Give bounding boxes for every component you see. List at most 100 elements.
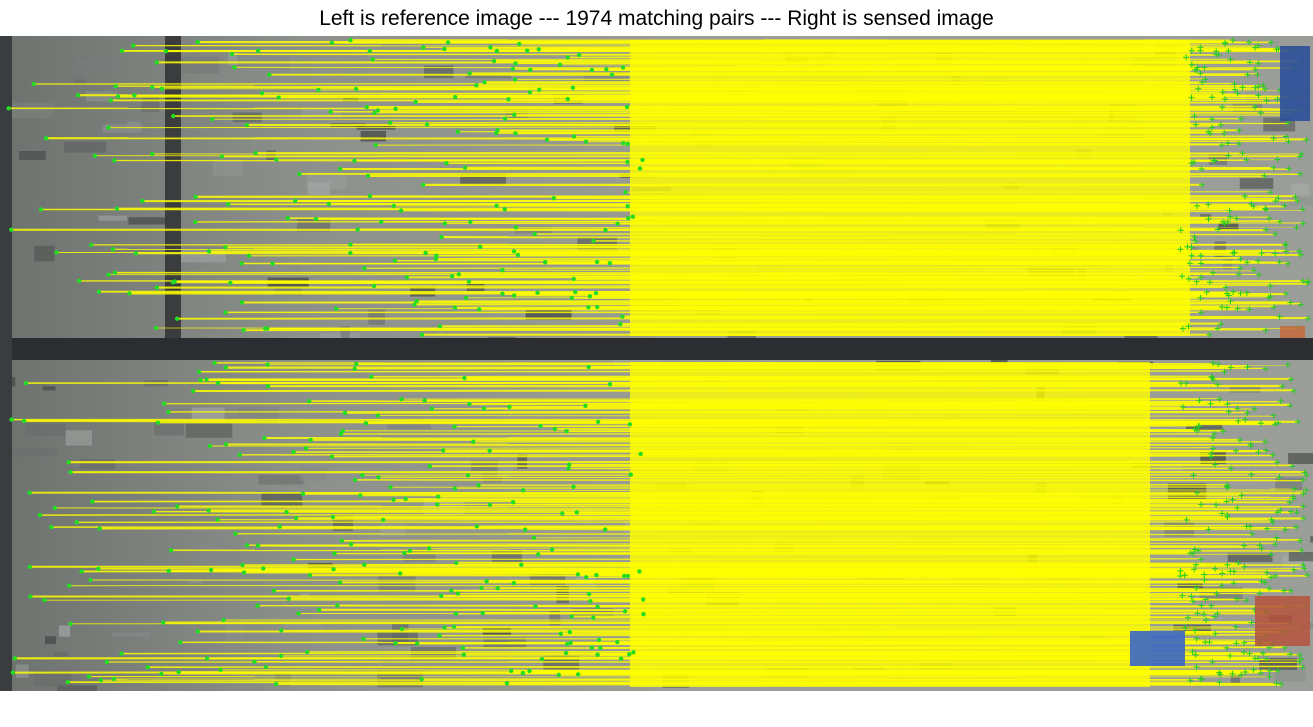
block	[380, 524, 407, 536]
sensed-marker	[1211, 430, 1218, 437]
sensed-marker	[1210, 157, 1217, 164]
sensed-marker	[1212, 565, 1218, 572]
sensed-marker	[1282, 526, 1289, 533]
reference-point	[512, 112, 517, 118]
reference-point	[535, 290, 540, 295]
reference-point	[607, 261, 613, 266]
sensed-marker	[1290, 566, 1297, 573]
reference-point	[376, 475, 381, 480]
sensed-marker	[1196, 422, 1202, 429]
reference-point	[352, 366, 357, 371]
sensed-marker	[1192, 627, 1199, 634]
reference-point	[453, 95, 458, 100]
reference-point	[543, 260, 548, 265]
block	[180, 56, 219, 74]
matching-figure	[0, 36, 1313, 691]
block	[258, 474, 304, 485]
reference-point	[583, 139, 589, 144]
sensed-marker	[1291, 485, 1298, 492]
sensed-marker	[1220, 428, 1227, 435]
sensed-marker	[1190, 472, 1197, 479]
reference-point	[108, 98, 114, 103]
sensed-marker	[1177, 573, 1184, 579]
reference-point	[513, 225, 519, 230]
reference-point	[452, 305, 458, 310]
sensed-marker	[1209, 269, 1216, 276]
sensed-marker	[1233, 595, 1240, 602]
sensed-marker	[1295, 418, 1301, 425]
reference-point	[456, 272, 461, 277]
sensed-marker	[1206, 639, 1213, 646]
reference-point	[520, 670, 526, 676]
reference-point	[413, 99, 418, 105]
sensed-marker	[1188, 61, 1195, 68]
reference-point	[560, 511, 565, 516]
sensed-marker	[1229, 670, 1236, 677]
sensed-marker	[1216, 669, 1223, 676]
block	[1291, 183, 1310, 196]
sensed-marker	[1177, 380, 1184, 387]
reference-point	[244, 543, 250, 548]
reference-point	[451, 624, 457, 629]
reference-point	[412, 302, 417, 307]
sensed-marker	[1208, 373, 1215, 380]
reference-point	[291, 557, 296, 562]
reference-point	[68, 470, 73, 475]
reference-point	[226, 202, 231, 207]
block	[25, 424, 66, 437]
sensed-marker	[1194, 610, 1201, 617]
reference-point	[527, 668, 532, 674]
sensed-marker	[1216, 396, 1223, 403]
reference-point	[467, 71, 472, 76]
sensed-marker	[1288, 376, 1295, 383]
sensed-marker	[1192, 121, 1199, 128]
sensed-marker	[1193, 584, 1200, 591]
reference-point	[502, 116, 508, 121]
sensed-marker	[1230, 580, 1237, 587]
sensed-marker	[1293, 509, 1300, 516]
reference-point	[293, 515, 299, 521]
reference-point	[223, 365, 228, 370]
reference-point	[37, 512, 43, 518]
block	[212, 159, 243, 176]
reference-point	[274, 157, 279, 162]
sensed-marker	[1290, 388, 1297, 394]
sensed-marker	[1289, 463, 1296, 470]
reference-point	[111, 676, 117, 682]
reference-point	[88, 577, 93, 583]
reference-point	[588, 599, 593, 604]
sensed-marker	[1285, 165, 1292, 172]
reference-point	[193, 194, 198, 199]
reference-point	[145, 665, 150, 670]
reference-point	[391, 497, 396, 502]
sensed-marker	[1219, 510, 1226, 517]
sensed-marker	[1266, 667, 1273, 674]
sensed-marker	[1255, 83, 1262, 90]
sensed-marker	[1231, 249, 1238, 256]
reference-point	[584, 575, 589, 580]
sensed-marker	[1222, 96, 1228, 103]
sensed-marker	[1249, 530, 1255, 537]
reference-point	[133, 251, 139, 256]
reference-point	[262, 435, 267, 441]
sensed-marker	[1222, 39, 1229, 46]
reference-point	[398, 208, 404, 213]
block	[1288, 197, 1313, 206]
reference-point	[115, 94, 121, 99]
sensed-marker	[1246, 59, 1253, 66]
sensed-marker	[1279, 383, 1286, 390]
sensed-marker	[1252, 655, 1258, 662]
sensed-marker	[1297, 170, 1304, 177]
reference-point	[620, 65, 626, 70]
sensed-marker	[1229, 37, 1236, 44]
block	[1214, 241, 1227, 258]
reference-point	[106, 125, 111, 130]
reference-point	[603, 527, 608, 532]
reference-point	[352, 158, 357, 163]
reference-point	[252, 659, 257, 664]
reference-point	[223, 245, 228, 250]
figure-title: Left is reference image --- 1974 matchin…	[319, 7, 994, 30]
reference-point	[571, 484, 576, 489]
reference-point	[476, 483, 481, 488]
reference-point	[354, 361, 359, 367]
